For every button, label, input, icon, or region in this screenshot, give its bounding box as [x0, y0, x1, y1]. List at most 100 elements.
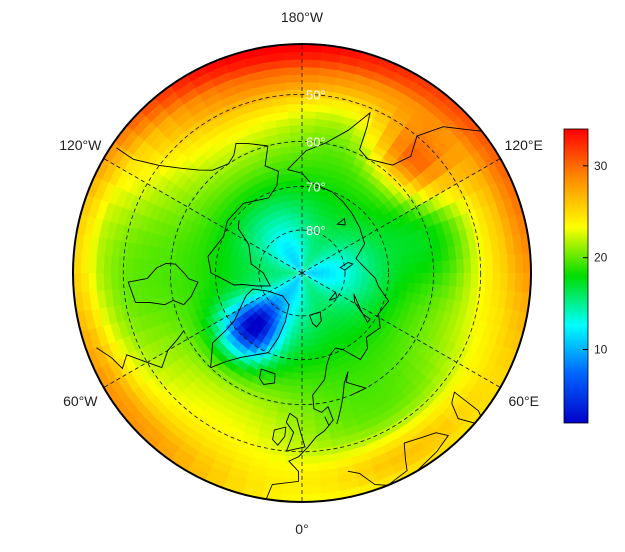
field-cell: [155, 390, 174, 409]
field-cell: [412, 452, 435, 472]
field-cell: [481, 140, 501, 163]
field-cell: [312, 282, 319, 289]
field-cell: [216, 180, 230, 194]
field-cell: [316, 90, 334, 101]
field-cell: [308, 285, 313, 293]
field-cell: [242, 282, 251, 289]
field-cell: [188, 428, 208, 446]
field-cell: [324, 303, 333, 312]
field-cell: [155, 176, 171, 194]
field-cell: [280, 271, 288, 274]
field-cell: [240, 180, 253, 193]
field-cell: [316, 253, 324, 260]
field-cell: [287, 269, 295, 272]
field-cell: [231, 458, 252, 473]
field-cell: [284, 241, 291, 250]
field-cell: [521, 271, 531, 293]
field-cell: [202, 281, 212, 291]
field-cell: [133, 287, 144, 304]
field-cell: [259, 249, 268, 257]
field-cell: [332, 242, 341, 251]
field-cell: [234, 451, 254, 465]
field-cell: [184, 407, 203, 424]
field-cell: [143, 360, 159, 380]
field-cell: [307, 292, 312, 300]
field-cell: [419, 168, 435, 185]
field-cell: [338, 252, 347, 260]
field-cell: [318, 202, 328, 211]
field-cell: [73, 273, 83, 295]
field-cell: [302, 264, 305, 272]
field-cell: [341, 276, 350, 282]
field-cell: [195, 281, 205, 293]
field-cell: [439, 171, 455, 189]
field-cell: [388, 325, 401, 338]
field-cell: [420, 380, 438, 398]
field-cell: [358, 185, 371, 198]
field-cell: [321, 263, 329, 268]
field-cell: [270, 97, 288, 108]
field-cell: [274, 341, 284, 351]
field-cell: [483, 272, 493, 290]
field-cell: [282, 484, 304, 495]
field-cell: [346, 140, 362, 153]
field-cell: [306, 252, 312, 261]
field-cell: [288, 419, 303, 428]
field-cell: [275, 290, 283, 298]
coastline-segment: [336, 371, 349, 425]
field-cell: [215, 341, 228, 354]
field-cell: [171, 153, 189, 171]
field-cell: [460, 286, 471, 303]
field-cell: [280, 194, 290, 204]
field-cell: [349, 399, 366, 412]
field-cell: [302, 312, 307, 321]
field-cell: [169, 213, 182, 229]
field-cell: [354, 66, 375, 81]
field-cell: [128, 177, 144, 197]
field-cell: [289, 254, 295, 262]
field-cell: [282, 279, 290, 284]
field-cell: [287, 297, 293, 306]
field-cell: [248, 263, 257, 270]
field-cell: [227, 425, 246, 439]
field-cell: [207, 65, 230, 81]
field-cell: [432, 247, 443, 262]
field-cell: [304, 299, 309, 308]
field-cell: [374, 138, 391, 153]
field-cell: [169, 361, 185, 378]
field-cell: [289, 226, 296, 235]
field-cell: [311, 146, 325, 156]
field-cell: [289, 311, 296, 320]
field-cell: [260, 235, 270, 244]
field-cell: [156, 207, 169, 224]
field-cell: [293, 179, 302, 188]
field-cell: [396, 100, 416, 118]
field-cell: [454, 329, 468, 348]
field-cell: [297, 274, 302, 281]
field-cell: [323, 296, 331, 305]
field-cell: [423, 91, 445, 111]
field-cell: [317, 208, 325, 218]
field-cell: [293, 273, 301, 276]
colorbar-ramp: [563, 128, 589, 424]
field-cell: [301, 96, 318, 106]
field-cell: [462, 272, 472, 288]
field-cell: [314, 278, 322, 284]
field-cell: [151, 417, 172, 438]
field-cell: [239, 399, 255, 413]
field-cell: [296, 274, 302, 280]
field-cell: [122, 353, 138, 374]
field-cell: [309, 272, 317, 275]
field-cell: [118, 257, 128, 274]
field-cell: [376, 340, 390, 354]
field-cell: [308, 246, 314, 255]
field-cell: [441, 187, 456, 205]
field-cell: [303, 251, 306, 260]
field-cell: [154, 247, 165, 262]
field-cell: [133, 386, 152, 407]
field-cell: [354, 412, 372, 426]
field-cell: [191, 154, 208, 170]
coastline-segment: [127, 263, 199, 306]
field-cell: [302, 273, 309, 280]
field-cell: [214, 79, 235, 95]
